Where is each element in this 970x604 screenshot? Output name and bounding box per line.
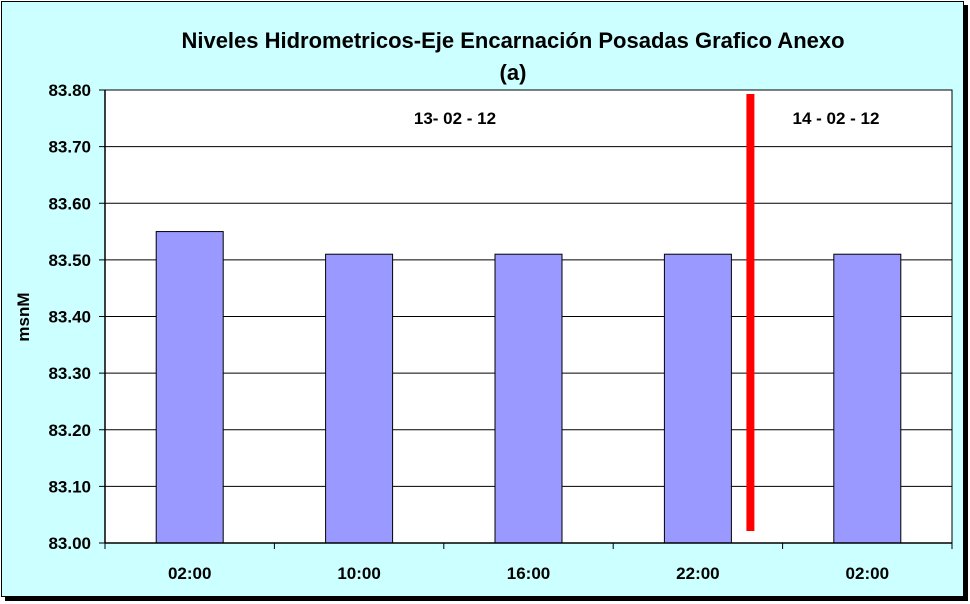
bar <box>663 253 732 544</box>
y-tick-label: 83.00 <box>48 534 91 553</box>
y-tick-label: 83.40 <box>48 308 91 327</box>
y-tick-label: 83.30 <box>48 364 91 383</box>
bar <box>494 253 563 544</box>
y-tick-label: 83.20 <box>48 421 91 440</box>
y-tick-label: 83.10 <box>48 477 91 496</box>
x-tick-label: 02:00 <box>168 564 211 583</box>
axes <box>99 89 953 549</box>
x-tick-label: 02:00 <box>846 564 889 583</box>
y-axis-title: msnM <box>14 292 33 341</box>
tick-labels: 83.00 83.10 83.20 83.30 83.40 83.50 83.60 83.70… <box>48 81 889 583</box>
y-tick-label: 83.80 <box>48 81 91 100</box>
bar <box>155 231 224 544</box>
bar <box>325 253 394 544</box>
y-tick-label: 83.50 <box>48 251 91 270</box>
y-tick-label: 83.60 <box>48 194 91 213</box>
y-tick-label: 83.70 <box>48 138 91 157</box>
annotation-date-2: 14 - 02 - 12 <box>793 109 880 128</box>
chart-title: Niveles Hidrometricos-Eje Encarnación Po… <box>181 28 845 53</box>
bar <box>833 253 902 544</box>
bars <box>155 231 902 544</box>
annotation-date-1: 13- 02 - 12 <box>414 109 496 128</box>
x-tick-label: 16:00 <box>507 564 550 583</box>
x-tick-label: 10:00 <box>337 564 380 583</box>
chart-subtitle: (a) <box>499 60 527 85</box>
x-tick-label: 22:00 <box>676 564 719 583</box>
